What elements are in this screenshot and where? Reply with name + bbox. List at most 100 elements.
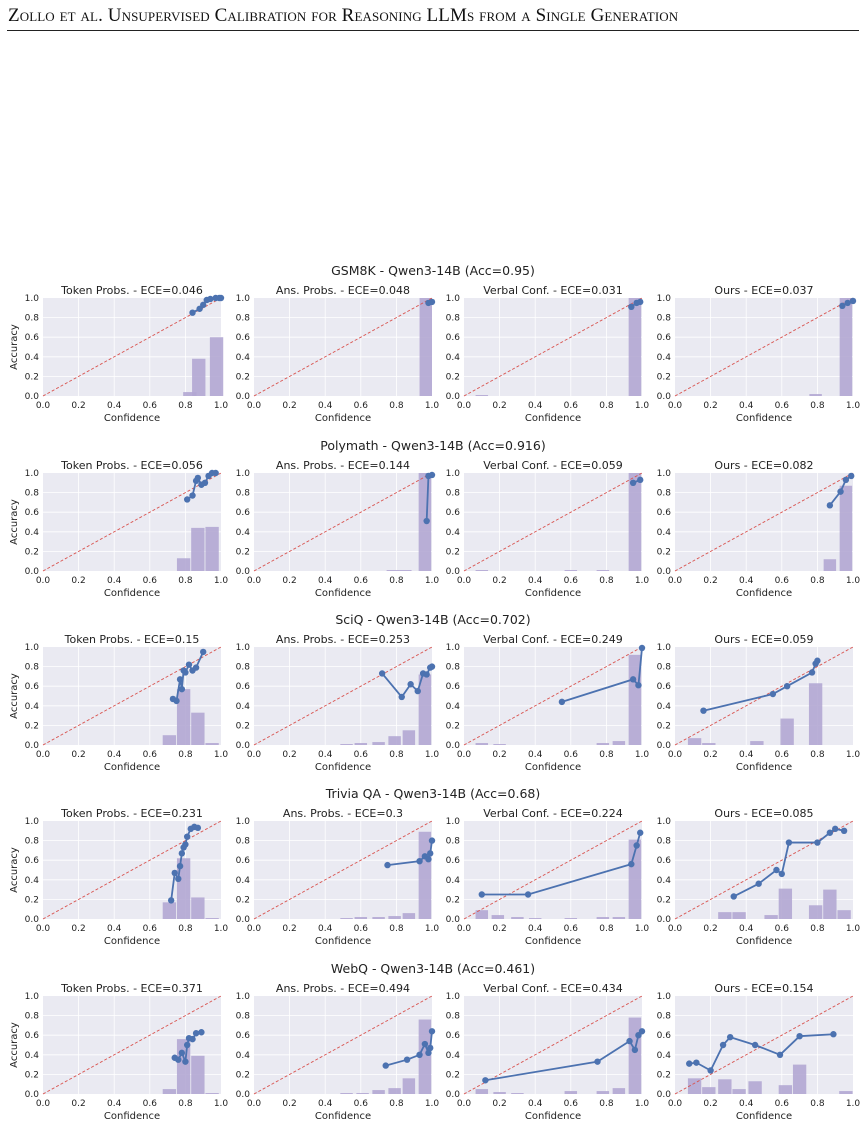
y-tick-label: 0.0: [236, 1090, 251, 1100]
x-tick-label: 0.0: [36, 924, 51, 934]
y-tick-label: 0.8: [657, 1012, 672, 1022]
y-tick-label: 0.8: [236, 837, 251, 847]
x-tick-label: 0.8: [810, 401, 825, 411]
y-tick-label: 0.4: [446, 876, 461, 886]
y-tick-label: 0.6: [657, 333, 672, 343]
y-tick-label: 0.0: [446, 915, 461, 925]
histogram-bar: [792, 1064, 807, 1094]
histogram-bar: [183, 392, 197, 396]
y-tick-label: 0.6: [25, 1031, 40, 1041]
y-tick-label: 0.2: [236, 547, 250, 557]
x-tick-label: 0.6: [564, 1099, 579, 1109]
histogram-bar: [612, 1088, 626, 1094]
y-tick-label: 0.0: [25, 1090, 40, 1100]
x-axis-label: Confidence: [104, 936, 160, 947]
calibration-point: [428, 663, 436, 670]
calibration-point: [425, 1049, 432, 1057]
calibration-point: [217, 294, 225, 302]
y-tick-label: 0.8: [236, 663, 251, 673]
calibration-point: [796, 1032, 803, 1040]
panel-1-3: Ours - ECE=0.082 0.0 0.2 0.4 0.6 0.8 1.0 0.0 0.2…: [657, 459, 861, 599]
x-tick-label: 1.0: [635, 924, 650, 934]
calibration-point: [183, 496, 191, 503]
y-tick-label: 1.0: [25, 469, 40, 479]
calibration-point: [638, 1028, 646, 1035]
histogram-bar: [205, 526, 219, 571]
y-tick-label: 0.6: [657, 682, 672, 692]
panel-1-0: Token Probs. - ECE=0.056 0.0 0.2 0.4 0.6 0.8 1…: [9, 459, 228, 599]
panel-title: Token Probs. - ECE=0.15: [64, 633, 200, 646]
y-axis-label: Accuracy: [9, 1022, 20, 1068]
y-tick-label: 1.0: [657, 992, 672, 1002]
x-tick-label: 0.4: [318, 1099, 333, 1109]
histogram-bar: [839, 485, 853, 571]
histogram-bar: [418, 831, 432, 919]
panel-title: Ours - ECE=0.082: [714, 459, 813, 472]
calibration-point: [414, 687, 421, 695]
histogram-bar: [564, 918, 578, 919]
calibration-point: [637, 829, 644, 836]
calibration-point: [633, 842, 640, 849]
y-tick-label: 0.4: [446, 353, 461, 363]
x-tick-label: 1.0: [846, 401, 861, 411]
y-tick-label: 1.0: [236, 469, 251, 479]
y-tick-label: 0.8: [657, 489, 672, 499]
calibration-point: [707, 1067, 714, 1074]
calibration-point: [423, 517, 430, 525]
calibration-point: [192, 1030, 200, 1037]
y-tick-label: 1.0: [236, 992, 251, 1002]
y-tick-label: 0.4: [446, 528, 461, 538]
row-1: Polymath - Qwen3-14B (Acc=0.916) Token Pr…: [9, 438, 860, 599]
y-tick-label: 0.4: [657, 702, 672, 712]
x-tick-label: 0.0: [457, 1099, 472, 1109]
calibration-point: [398, 693, 405, 701]
histogram-bar: [372, 917, 385, 919]
y-tick-label: 1.0: [446, 469, 461, 479]
histogram-bar: [778, 888, 793, 919]
x-tick-label: 0.4: [107, 1099, 122, 1109]
calibration-point: [427, 850, 434, 857]
x-tick-label: 0.4: [107, 401, 122, 411]
histogram-bar: [475, 570, 489, 571]
y-tick-label: 0.4: [657, 876, 672, 886]
y-tick-label: 1.0: [657, 643, 672, 653]
calibration-point: [176, 862, 184, 870]
histogram-bar: [162, 735, 177, 745]
calibration-point: [194, 474, 202, 482]
x-axis-label: Confidence: [736, 1111, 792, 1122]
histogram-bar: [839, 1091, 853, 1094]
x-axis-label: Confidence: [315, 1111, 371, 1122]
calibration-point: [769, 690, 777, 698]
panel-title: Ours - ECE=0.037: [714, 284, 813, 297]
x-tick-label: 1.0: [214, 576, 229, 586]
perfect-calibration-line: [42, 646, 222, 746]
histogram-bar: [205, 1093, 219, 1094]
x-tick-label: 0.0: [36, 576, 51, 586]
y-tick-label: 0.2: [446, 372, 460, 382]
header-rule: [7, 30, 859, 31]
calibration-point: [182, 841, 189, 848]
x-axis-label: Confidence: [525, 1111, 581, 1122]
y-tick-label: 1.0: [446, 643, 461, 653]
calibration-point: [428, 298, 436, 306]
x-tick-label: 0.6: [564, 576, 579, 586]
perfect-calibration-line: [42, 995, 222, 1095]
histogram-bar: [687, 1078, 702, 1094]
y-tick-label: 1.0: [25, 294, 40, 304]
calibration-point: [629, 676, 637, 683]
calibration-point: [423, 671, 430, 678]
x-tick-label: 0.8: [810, 924, 825, 934]
row-title: WebQ - Qwen3-14B (Acc=0.461): [331, 961, 535, 976]
y-tick-label: 0.4: [25, 353, 40, 363]
histogram-bar: [340, 918, 353, 919]
x-tick-label: 0.4: [107, 924, 122, 934]
x-axis-label: Confidence: [104, 762, 160, 773]
histogram-bar: [612, 917, 626, 919]
y-tick-label: 0.8: [236, 314, 251, 324]
histogram-bar: [493, 1092, 506, 1094]
calibration-point: [212, 469, 219, 477]
histogram-bar: [191, 1055, 205, 1094]
calibration-point: [178, 685, 186, 693]
histogram-bar: [628, 1017, 642, 1094]
calibration-point: [628, 860, 635, 868]
